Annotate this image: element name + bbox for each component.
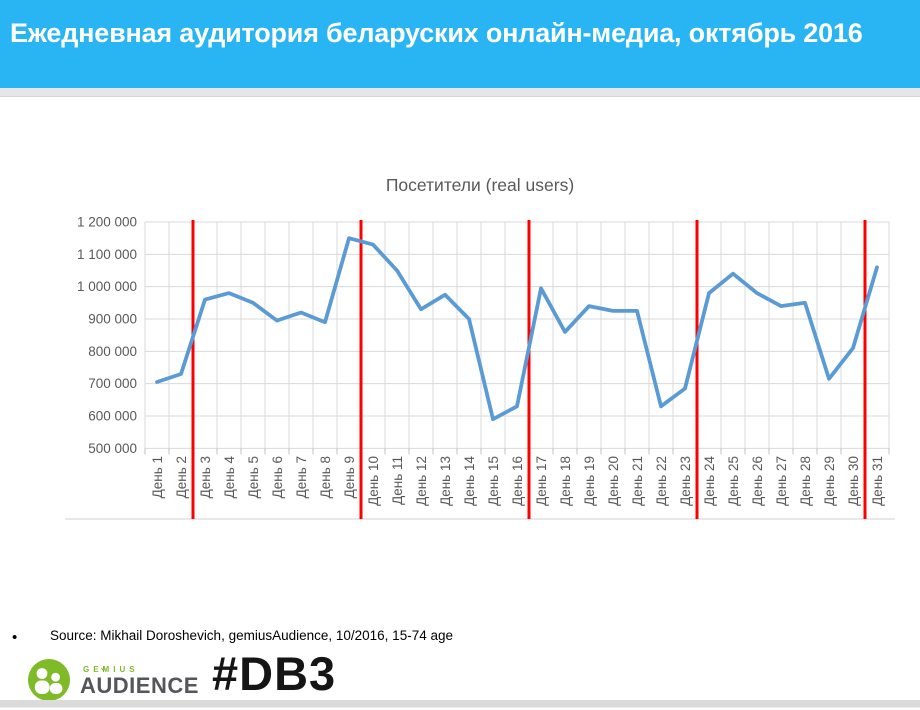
- gemius-people-icon: [28, 659, 70, 701]
- logo-breve-accent: ˇ: [101, 666, 106, 681]
- x-tick-label: День 3: [198, 456, 213, 498]
- x-tick-label: День 9: [342, 456, 357, 498]
- x-tick-label: День 27: [774, 456, 789, 506]
- x-tick-label: День 5: [246, 456, 261, 498]
- logo-wordmark: GEMIUS AUDIENCE ˇ: [80, 663, 199, 697]
- x-tick-label: День 16: [510, 456, 525, 506]
- gemius-audience-logo: GEMIUS AUDIENCE ˇ: [28, 659, 199, 701]
- x-tick-label: День 7: [294, 456, 309, 498]
- x-tick-label: День 30: [846, 456, 861, 506]
- bullet-marker: •: [12, 629, 18, 646]
- x-tick-label: День 18: [558, 456, 573, 506]
- x-tick-label: День 11: [390, 456, 405, 505]
- header-divider: [0, 88, 920, 97]
- x-tick-label: День 24: [702, 456, 717, 506]
- x-tick-label: День 22: [654, 456, 669, 506]
- x-tick-label: День 25: [726, 456, 741, 506]
- x-tick-label: День 1: [150, 456, 165, 498]
- x-tick-label: День 15: [486, 456, 501, 506]
- y-tick-label: 1 000 000: [77, 279, 137, 294]
- x-tick-label: День 20: [606, 456, 621, 506]
- y-tick-label: 1 200 000: [77, 215, 137, 230]
- x-tick-label: День 29: [822, 456, 837, 506]
- x-tick-label: День 12: [414, 456, 429, 506]
- x-tick-label: День 10: [366, 456, 381, 506]
- data-series-line: [155, 236, 879, 422]
- x-tick-label: День 13: [438, 456, 453, 506]
- source-text: Source: Mikhail Doroshevich, gemiusAudie…: [50, 628, 453, 643]
- x-tick-label: День 6: [270, 456, 285, 498]
- x-tick-label: День 28: [798, 456, 813, 506]
- x-tick-label: День 19: [582, 456, 597, 506]
- x-tick-label: День 26: [750, 456, 765, 506]
- x-tick-label: День 21: [630, 456, 645, 506]
- y-tick-label: 1 100 000: [77, 247, 137, 262]
- x-tick-label: День 23: [678, 456, 693, 506]
- hashtag-label: #DB3: [212, 647, 337, 700]
- y-tick-label: 500 000: [88, 441, 137, 456]
- x-tick-label: День 14: [462, 456, 477, 506]
- y-tick-label: 800 000: [88, 344, 137, 359]
- y-tick-label: 700 000: [88, 376, 137, 391]
- header-bar: Ежедневная аудитория беларуских онлайн-м…: [0, 0, 920, 88]
- x-tick-label: День 8: [318, 456, 333, 498]
- visitors-line-chart: 1 200 000 1 100 000 1 000 000 900 000 800 00…: [65, 175, 895, 520]
- logo-audience-label: AUDIENCE: [80, 673, 199, 698]
- page-title: Ежедневная аудитория беларуских онлайн-м…: [10, 18, 863, 48]
- y-tick-label: 600 000: [88, 408, 137, 423]
- x-tick-label: День 17: [534, 456, 549, 506]
- x-tick-label: День 4: [222, 456, 237, 499]
- logo-gemius-label: GEMIUS: [83, 665, 139, 674]
- x-tick-label: День 2: [174, 456, 189, 498]
- x-tick-label: День 31: [870, 456, 885, 506]
- y-tick-label: 900 000: [88, 311, 137, 326]
- chart-title: Посетители (real users): [386, 175, 574, 195]
- bottom-edge-strip: [0, 700, 920, 708]
